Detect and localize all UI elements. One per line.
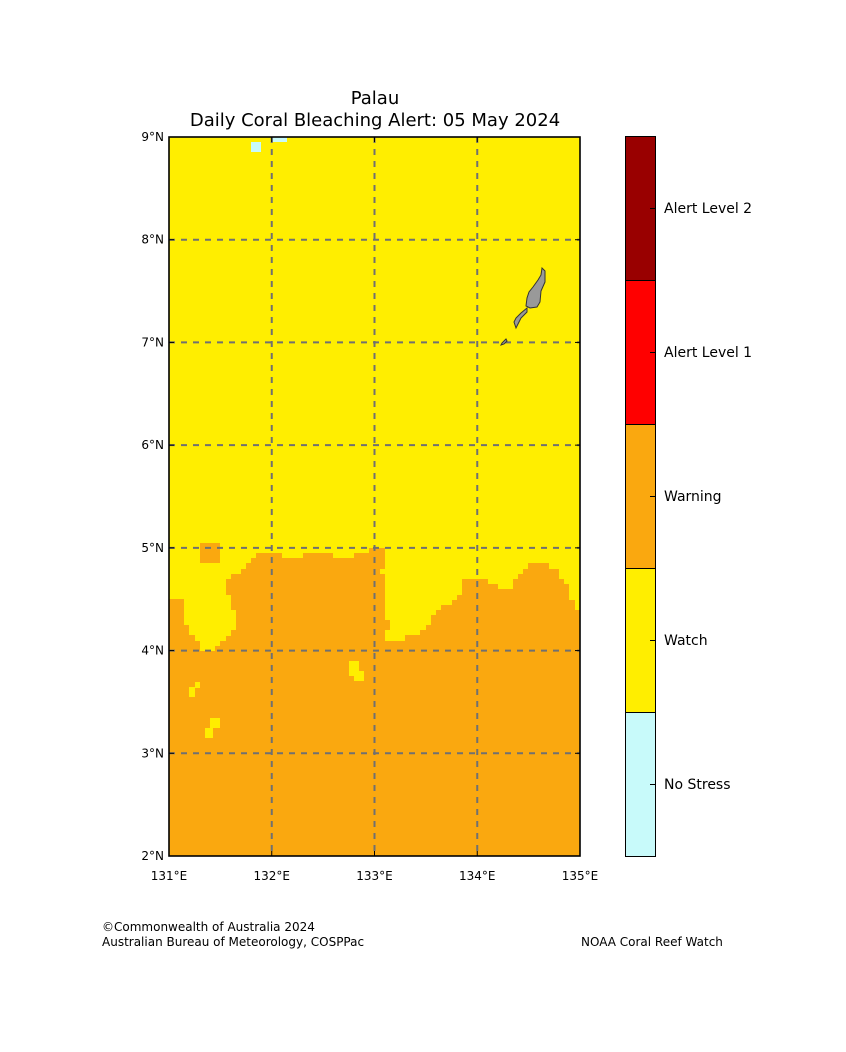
legend-label-watch: Watch	[664, 633, 708, 649]
lon-tick-label: 133°E	[356, 869, 393, 883]
alert-patch	[205, 728, 213, 738]
palau-island	[500, 266, 546, 346]
alert-patch	[210, 718, 220, 728]
palau-southern-islands	[513, 306, 528, 330]
lon-tick-label: 134°E	[459, 869, 496, 883]
agency-text: Australian Bureau of Meteorology, COSPPa…	[102, 935, 365, 949]
lat-tick-label: 2°N	[141, 849, 164, 863]
alert-patch	[349, 661, 359, 676]
alert-patch	[195, 682, 200, 688]
colorbar-tick	[650, 640, 656, 641]
copyright-text: ©Commonwealth of Australia 2024	[102, 920, 315, 934]
axis-ticks: 9°N 8°N 7°N 6°N 5°N 4°N 3°N 2°N 131°E 132°E 133°E 1…	[141, 130, 598, 883]
lon-tick-label: 132°E	[254, 869, 291, 883]
partner-text: NOAA Coral Reef Watch	[581, 935, 723, 949]
lat-tick-label: 4°N	[141, 644, 164, 658]
colorbar-tick	[650, 208, 656, 209]
lat-tick-label: 9°N	[141, 130, 164, 144]
lat-tick-label: 5°N	[141, 541, 164, 555]
colorbar-tick	[650, 784, 656, 785]
alert-patch	[354, 671, 364, 681]
lon-tick-label: 131°E	[151, 869, 188, 883]
alert-patch	[200, 543, 220, 563]
legend-label-warning: Warning	[664, 489, 722, 505]
colorbar-tick	[650, 496, 656, 497]
footer-credits: ©Commonwealth of Australia 2024 Australi…	[102, 920, 364, 950]
lat-tick-label: 7°N	[141, 335, 164, 349]
map-title: Palau	[350, 88, 400, 109]
lat-tick-label: 6°N	[141, 438, 164, 452]
legend-label-no-stress: No Stress	[664, 777, 731, 793]
alert-patch	[251, 142, 261, 152]
alert-patch	[189, 687, 195, 697]
alert-patch	[272, 137, 287, 142]
legend-label-alert-level-2: Alert Level 2	[664, 201, 753, 217]
angaur-island	[500, 338, 508, 346]
lat-tick-label: 8°N	[141, 233, 164, 247]
colorbar-tick	[650, 352, 656, 353]
gridlines	[169, 137, 580, 856]
lon-tick-label: 135°E	[562, 869, 599, 883]
map-subtitle: Daily Coral Bleaching Alert: 05 May 2024	[189, 110, 561, 131]
alert-fill-layer	[169, 137, 580, 856]
lat-tick-label: 3°N	[141, 746, 164, 760]
legend-label-alert-level-1: Alert Level 1	[664, 345, 753, 361]
palau-main-island	[525, 266, 546, 309]
